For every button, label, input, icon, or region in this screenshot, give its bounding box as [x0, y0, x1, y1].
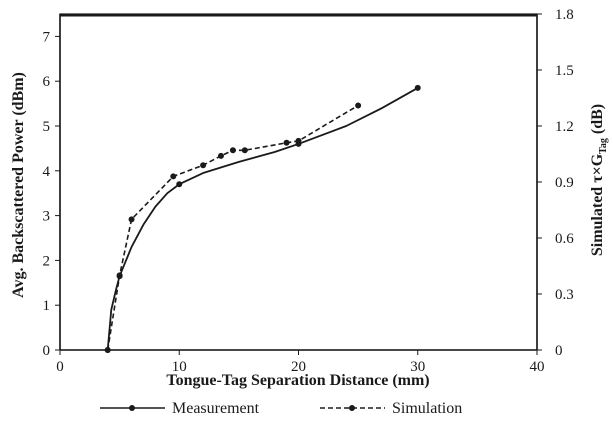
y-axis-title-right-main: Simulated τ×G: [589, 153, 606, 256]
ticks-layer: 0 10 20 30 40 0 1 2 3 4 5 6 7 0 0.3 0.6 0.9 1.2 1.5 1.8: [43, 7, 575, 375]
y-right-tick-label: 0.9: [555, 175, 574, 191]
y-left-tick-label: 3: [43, 209, 51, 225]
plot-area: [59, 13, 538, 351]
y-right-tick-label: 1.2: [555, 119, 574, 135]
plot-frame: [59, 13, 538, 351]
legend-item-simulation: Simulation: [320, 400, 462, 417]
x-tick-label: 30: [410, 359, 425, 375]
legend-measurement-marker: [129, 405, 135, 411]
simulation-point: [229, 147, 236, 154]
simulation-point: [355, 102, 362, 109]
simulation-point: [283, 139, 290, 146]
legend-simulation-label: Simulation: [392, 400, 462, 417]
simulation-point: [200, 162, 207, 169]
x-tick-label: 40: [530, 359, 545, 375]
series-measurement-line: [106, 87, 419, 351]
y-left-tick-label: 6: [43, 74, 51, 90]
x-tick-label: 0: [56, 359, 64, 375]
series-simulation-line: [106, 104, 359, 351]
y-left-tick-label: 0: [43, 343, 51, 359]
y-right-tick-label: 0.3: [555, 287, 574, 303]
y-axis-title-right: Simulated τ×GTag (dB): [589, 104, 609, 256]
simulation-point: [170, 173, 177, 180]
x-axis-title: Tongue-Tag Separation Distance (mm): [166, 372, 429, 389]
series-layer: [104, 84, 421, 353]
measurement-point: [176, 181, 183, 188]
measurement-point: [414, 84, 421, 91]
y-axis-title-left: Avg. Backscattered Power (dBm): [10, 72, 27, 298]
simulation-point: [295, 137, 302, 144]
legend: Measurement Simulation: [100, 400, 462, 417]
simulation-point: [128, 216, 135, 223]
legend-measurement-label: Measurement: [172, 400, 260, 417]
simulation-point: [241, 147, 248, 154]
y-right-tick-label: 1.5: [555, 63, 574, 79]
y-axis-title-right-subscript: Tag: [598, 138, 609, 154]
y-left-tick-label: 1: [43, 298, 51, 314]
y-right-tick-label: 1.8: [555, 7, 574, 23]
legend-simulation-marker: [349, 405, 355, 411]
x-tick-label: 20: [291, 359, 306, 375]
y-left-tick-label: 7: [43, 29, 51, 45]
y-left-tick-label: 4: [43, 164, 51, 180]
legend-item-measurement: Measurement: [100, 400, 260, 417]
simulation-point: [104, 347, 111, 353]
x-tick-label: 10: [172, 359, 187, 375]
y-left-tick-label: 2: [43, 253, 51, 269]
simulation-point: [116, 272, 123, 279]
y-left-tick-label: 5: [43, 119, 51, 135]
y-right-tick-label: 0: [555, 343, 563, 359]
simulation-point: [217, 152, 224, 159]
y-axis-title-right-unit: (dB): [589, 104, 606, 138]
y-right-tick-label: 0.6: [555, 231, 574, 247]
